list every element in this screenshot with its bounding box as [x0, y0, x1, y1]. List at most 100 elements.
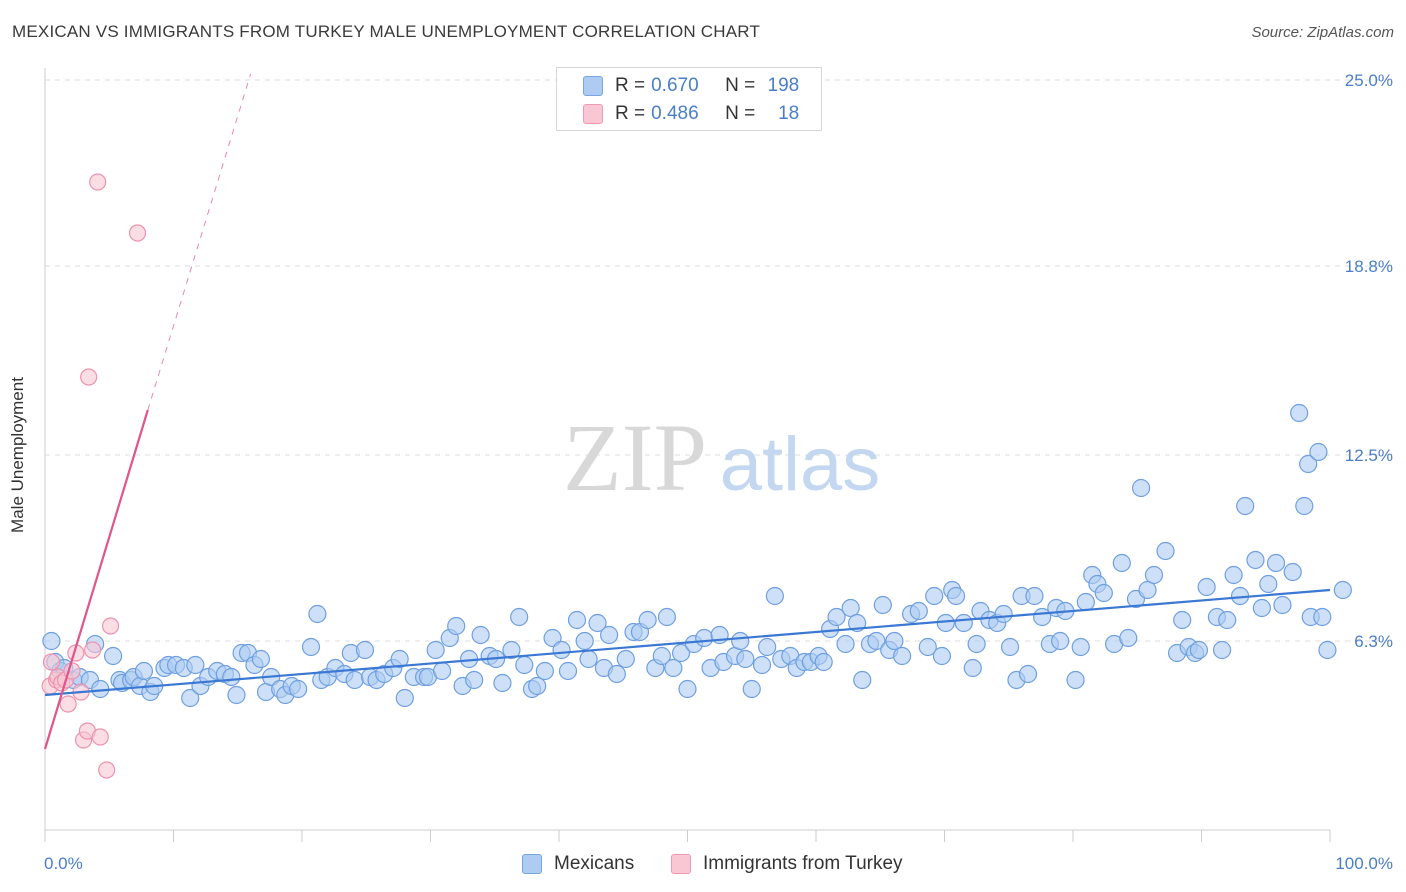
watermark-zip: ZIP [563, 404, 707, 511]
mexicans-point [535, 661, 554, 681]
mexicans-point [765, 586, 784, 606]
mexicans-point [742, 679, 761, 699]
mexicans-point [42, 631, 61, 651]
legend-n-value: 198 [767, 75, 800, 96]
y-tick-label: 25.0% [1345, 71, 1393, 90]
legend-r-label: R = [615, 103, 646, 124]
x-tick-label: 0.0% [44, 854, 83, 873]
legend-n-label: N = [725, 75, 756, 96]
mexicans-point [873, 595, 892, 615]
mexicans-point [892, 646, 912, 666]
turkey-point [42, 653, 61, 671]
mexicans-point [853, 670, 872, 690]
mexicans-point [1246, 550, 1265, 570]
turkey-point [59, 695, 77, 713]
mexicans-point [447, 616, 466, 636]
mexicans-point [752, 655, 772, 675]
mexicans-point [1156, 541, 1175, 561]
mexicans-point [963, 658, 982, 678]
turkey-point [128, 224, 147, 242]
mexicans-point [841, 598, 860, 618]
bottom-legend-swatch-turkey [671, 854, 691, 874]
mexicans-point [678, 679, 697, 699]
legend-swatch-turkey [583, 104, 603, 124]
legend-r-value: 0.670 [651, 75, 699, 96]
mexicans-point [638, 610, 657, 630]
mexicans-point [493, 673, 512, 693]
mexicans-point [1112, 553, 1131, 573]
mexicans-point [1224, 565, 1243, 585]
turkey-point [83, 641, 102, 659]
watermark: ZIP atlas [563, 404, 880, 511]
mexicans-point [1051, 631, 1070, 651]
mexicans-point [251, 649, 270, 669]
x-tick-label: 100.0% [1335, 854, 1393, 873]
mexicans-point [1252, 598, 1271, 618]
mexicans-point [558, 661, 578, 681]
bottom-legend-swatch-mexicans [522, 854, 542, 874]
mexicans-point [731, 631, 750, 651]
y-tick-label: 12.5% [1345, 446, 1393, 465]
mexicans-point [1000, 637, 1020, 657]
mexicans-point [1290, 403, 1309, 423]
mexicans-point [355, 640, 375, 660]
mexicans-point [134, 661, 154, 681]
trend-lines [43, 73, 1331, 750]
turkey-trend-extension [147, 73, 252, 411]
mexicans-point [758, 637, 777, 657]
turkey-points [41, 173, 147, 779]
mexicans-point [1309, 442, 1328, 462]
mexicans-point [657, 607, 677, 627]
watermark-atlas: atlas [720, 422, 881, 507]
mexicans-point [607, 664, 626, 684]
mexicans-point [432, 661, 452, 681]
mexicans-point [1299, 454, 1318, 474]
mexicans-point [1018, 664, 1038, 684]
turkey-point [101, 617, 120, 635]
mexicans-point [885, 631, 904, 651]
y-tick-label: 18.8% [1345, 257, 1393, 276]
mexicans-point [1119, 628, 1138, 648]
turkey-trend-line [43, 409, 149, 750]
mexicans-point [867, 631, 886, 651]
mexicans-point [186, 655, 205, 675]
bottom-legend-label-turkey: Immigrants from Turkey [703, 853, 903, 874]
mexicans-point [575, 631, 594, 651]
legend-row-mexicans: R = 0.670 N = 198 [583, 75, 799, 97]
mexicans-point [932, 646, 952, 666]
mexicans-point [515, 655, 534, 675]
mexicans-point [814, 652, 833, 672]
mexicans-point [301, 637, 321, 657]
mexicans-point [395, 688, 414, 708]
turkey-point [98, 761, 116, 779]
mexicans-point [1266, 553, 1286, 573]
axes [44, 68, 1331, 842]
mexicans-point [946, 586, 966, 606]
mexicans-point [1066, 670, 1085, 690]
mexicans-point [471, 625, 490, 645]
mexicans-point [588, 613, 607, 633]
y-tick-label: 6.3% [1354, 632, 1393, 651]
bottom-legend-mexicans: Mexicans [522, 851, 634, 877]
mexicans-point [1333, 580, 1352, 600]
mexicans-point [1132, 478, 1151, 498]
mexicans-point [695, 628, 714, 648]
mexicans-point [664, 658, 683, 678]
legend-n-value: 18 [778, 103, 800, 124]
mexicans-point [552, 640, 571, 660]
mexicans-point [1173, 610, 1192, 630]
mexicans-point [426, 640, 445, 660]
mexicans-point [1318, 640, 1337, 660]
mexicans-point [954, 613, 973, 633]
mexicans-point [1218, 610, 1237, 630]
mexicans-point [1094, 583, 1113, 603]
mexicans-point [579, 649, 598, 669]
mexicans-point [1283, 562, 1302, 582]
mexicans-point [1295, 496, 1314, 516]
turkey-point [80, 368, 98, 386]
mexicans-point [502, 640, 521, 660]
turkey-point [91, 728, 109, 746]
grid-lines [45, 79, 1395, 642]
mexicans-point [936, 613, 955, 633]
legend-n-label: N = [725, 103, 756, 124]
